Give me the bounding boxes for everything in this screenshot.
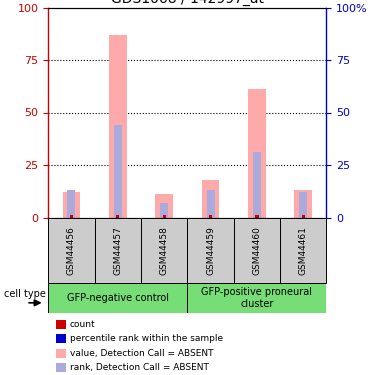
Bar	[253, 152, 261, 217]
Bar	[234, 217, 280, 283]
Bar	[116, 215, 119, 217]
Text: rank, Detection Call = ABSENT: rank, Detection Call = ABSENT	[70, 363, 209, 372]
Bar	[187, 283, 326, 313]
Bar	[70, 215, 73, 217]
Title: GDS1068 / 142997_at: GDS1068 / 142997_at	[111, 0, 264, 6]
Bar	[141, 217, 187, 283]
Bar	[255, 215, 259, 217]
Text: GFP-negative control: GFP-negative control	[67, 293, 169, 303]
Text: percentile rank within the sample: percentile rank within the sample	[70, 334, 223, 343]
Bar	[114, 125, 122, 218]
Bar	[95, 217, 141, 283]
Bar	[280, 217, 326, 283]
Bar	[248, 89, 266, 218]
Bar	[299, 192, 307, 217]
Bar	[202, 180, 219, 218]
Bar	[160, 203, 168, 217]
Bar	[187, 217, 234, 283]
Text: GSM44461: GSM44461	[299, 226, 308, 275]
Bar	[68, 190, 75, 217]
Bar	[109, 35, 127, 218]
Bar	[207, 190, 214, 217]
Text: cell type: cell type	[4, 290, 46, 299]
Bar	[48, 217, 95, 283]
Bar	[48, 283, 187, 313]
Text: count: count	[70, 320, 95, 328]
Bar	[302, 215, 305, 217]
Text: GSM44458: GSM44458	[160, 226, 169, 275]
Bar	[162, 215, 166, 217]
Bar	[63, 192, 80, 217]
Text: value, Detection Call = ABSENT: value, Detection Call = ABSENT	[70, 349, 213, 358]
Text: GSM44460: GSM44460	[252, 226, 262, 275]
Text: GSM44456: GSM44456	[67, 226, 76, 275]
Text: GSM44457: GSM44457	[113, 226, 122, 275]
Bar	[295, 190, 312, 217]
Bar	[209, 215, 212, 217]
Text: GSM44459: GSM44459	[206, 226, 215, 275]
Text: GFP-positive proneural
cluster: GFP-positive proneural cluster	[201, 287, 312, 309]
Bar	[155, 194, 173, 217]
